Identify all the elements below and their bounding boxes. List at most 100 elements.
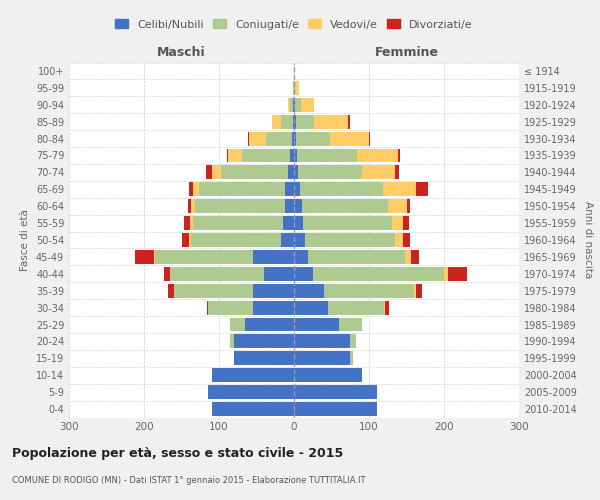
Bar [305, 233, 395, 247]
Bar [191, 200, 195, 213]
Text: COMUNE DI RODIGO (MN) - Dati ISTAT 1° gennaio 2015 - Elaborazione TUTTITALIA.IT: COMUNE DI RODIGO (MN) - Dati ISTAT 1° ge… [12, 476, 365, 485]
Bar [300, 182, 383, 196]
Bar [285, 200, 294, 213]
Bar [405, 250, 411, 264]
Bar [296, 132, 330, 145]
Bar [154, 250, 155, 264]
Bar [272, 114, 281, 128]
Bar [184, 216, 190, 230]
Bar [403, 216, 409, 230]
Bar [444, 267, 448, 280]
Bar [135, 250, 154, 264]
Bar [170, 267, 264, 280]
Bar [290, 98, 293, 112]
Bar [283, 216, 294, 230]
Bar [189, 182, 193, 196]
Bar [230, 334, 234, 348]
Bar [294, 132, 296, 145]
Bar [294, 385, 377, 399]
Bar [234, 352, 294, 366]
Bar [221, 166, 288, 179]
Bar [249, 132, 265, 145]
Bar [294, 402, 377, 416]
Bar [403, 233, 410, 247]
Bar [361, 166, 395, 179]
Bar [265, 132, 292, 145]
Bar [195, 200, 285, 213]
Bar [294, 216, 303, 230]
Bar [292, 132, 294, 145]
Bar [385, 300, 389, 314]
Bar [294, 148, 297, 162]
Bar [293, 81, 294, 95]
Bar [350, 334, 356, 348]
Bar [212, 368, 294, 382]
Bar [295, 98, 301, 112]
Bar [253, 284, 294, 298]
Bar [339, 318, 361, 332]
Bar [207, 300, 208, 314]
Bar [407, 200, 410, 213]
Bar [294, 182, 300, 196]
Bar [193, 216, 283, 230]
Bar [324, 284, 414, 298]
Bar [234, 334, 294, 348]
Y-axis label: Fasce di età: Fasce di età [20, 209, 30, 271]
Bar [212, 166, 221, 179]
Bar [384, 300, 385, 314]
Bar [308, 250, 405, 264]
Bar [395, 233, 403, 247]
Bar [227, 148, 228, 162]
Bar [298, 166, 361, 179]
Bar [294, 352, 350, 366]
Bar [415, 284, 421, 298]
Bar [228, 148, 241, 162]
Bar [208, 300, 253, 314]
Bar [281, 114, 293, 128]
Bar [264, 267, 294, 280]
Bar [212, 402, 294, 416]
Bar [392, 216, 403, 230]
Bar [293, 98, 294, 112]
Bar [191, 233, 281, 247]
Bar [174, 284, 253, 298]
Bar [205, 166, 212, 179]
Bar [189, 233, 191, 247]
Bar [241, 148, 290, 162]
Bar [328, 300, 384, 314]
Bar [294, 233, 305, 247]
Bar [388, 200, 407, 213]
Bar [302, 200, 388, 213]
Bar [294, 267, 313, 280]
Bar [230, 318, 245, 332]
Bar [182, 233, 189, 247]
Bar [288, 98, 290, 112]
Bar [416, 182, 427, 196]
Bar [314, 114, 348, 128]
Bar [294, 334, 350, 348]
Bar [155, 250, 253, 264]
Text: Popolazione per età, sesso e stato civile - 2015: Popolazione per età, sesso e stato civil… [12, 448, 343, 460]
Bar [297, 148, 357, 162]
Bar [199, 182, 285, 196]
Bar [245, 318, 294, 332]
Bar [357, 148, 398, 162]
Bar [383, 182, 416, 196]
Bar [313, 267, 444, 280]
Bar [330, 132, 369, 145]
Bar [294, 98, 295, 112]
Bar [411, 250, 419, 264]
Bar [295, 81, 299, 95]
Legend: Celibi/Nubili, Coniugati/e, Vedovi/e, Divorziati/e: Celibi/Nubili, Coniugati/e, Vedovi/e, Di… [111, 15, 477, 34]
Bar [190, 216, 193, 230]
Bar [253, 300, 294, 314]
Bar [294, 300, 328, 314]
Bar [294, 284, 324, 298]
Bar [294, 318, 339, 332]
Bar [294, 81, 295, 95]
Bar [448, 267, 467, 280]
Bar [281, 233, 294, 247]
Bar [350, 352, 353, 366]
Bar [296, 114, 314, 128]
Bar [301, 98, 314, 112]
